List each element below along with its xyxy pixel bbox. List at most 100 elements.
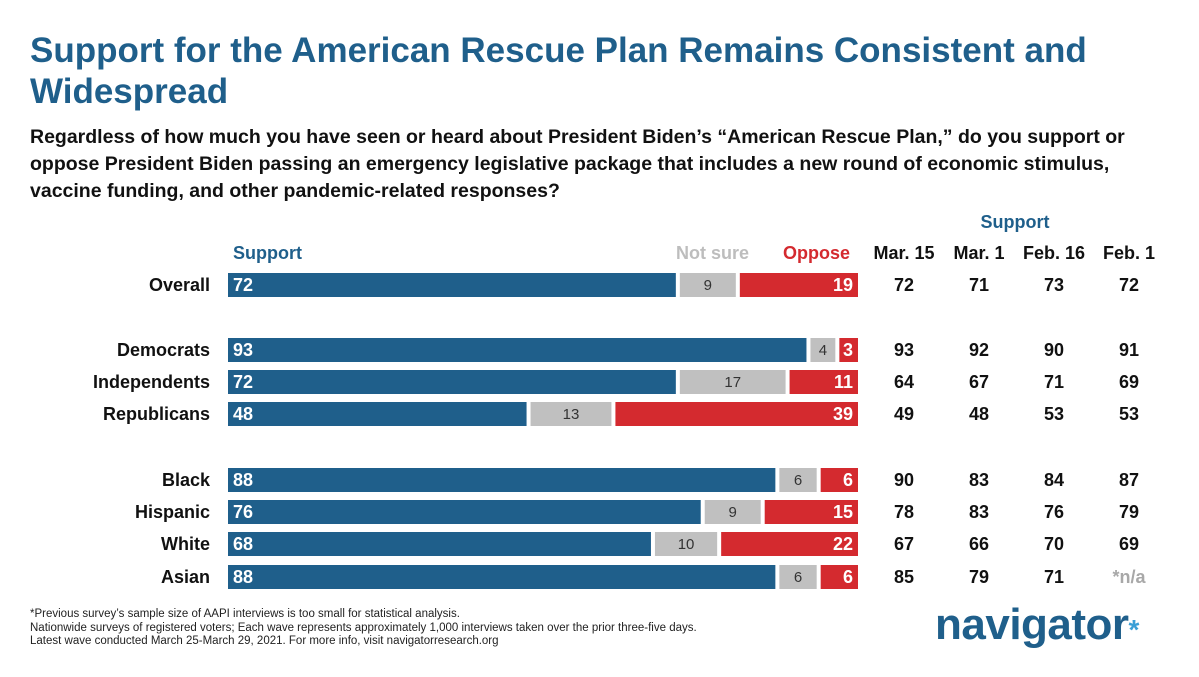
trend-asian-0: 85 (894, 567, 914, 587)
legend-oppose: Oppose (782, 243, 850, 263)
footnote-aapi: *Previous survey’s sample size of AAPI i… (30, 608, 460, 620)
value-oppose-hispanic: 15 (833, 502, 853, 522)
page-title: Support for the American Rescue Plan Rem… (30, 31, 1087, 111)
value-support-black: 88 (233, 470, 253, 490)
wave-header-mar15: Mar. 15 (873, 243, 935, 263)
row-label-democrats: Democrats (117, 340, 210, 360)
value-support-hispanic: 76 (233, 502, 253, 522)
bar-not-sure-overall (679, 273, 736, 297)
trend-republicans-1: 48 (969, 404, 989, 424)
wave-header-mar1: Mar. 1 (953, 243, 1005, 263)
trend-hispanic-2: 76 (1044, 502, 1064, 522)
bar-not-sure-independents (679, 370, 786, 394)
value-not-sure-black: 6 (794, 472, 802, 489)
bar-not-sure-republicans (530, 402, 612, 426)
trend-white-3: 69 (1119, 534, 1139, 554)
value-oppose-white: 22 (833, 534, 853, 554)
logo-text: navigator (935, 600, 1129, 649)
trend-democrats-0: 93 (894, 340, 914, 360)
footnotes: *Previous survey’s sample size of AAPI i… (30, 608, 697, 649)
trend-overall-1: 71 (969, 275, 989, 295)
value-oppose-independents: 11 (834, 372, 853, 392)
survey-question: Regardless of how much you have seen or … (30, 126, 1125, 202)
value-not-sure-independents: 17 (724, 374, 741, 391)
trend-white-2: 70 (1044, 534, 1064, 554)
row-label-black: Black (162, 470, 211, 490)
bar-not-sure-black (779, 468, 817, 492)
trend-republicans-0: 49 (894, 404, 914, 424)
trend-independents-1: 67 (969, 372, 989, 392)
bar-oppose-independents (789, 370, 858, 394)
row-label-asian: Asian (161, 567, 210, 587)
bar-oppose-overall (739, 273, 858, 297)
bar-support-black (228, 468, 776, 492)
bar-not-sure-democrats (810, 338, 836, 362)
value-support-white: 68 (233, 534, 253, 554)
footnote-wave: Latest wave conducted March 25-March 29,… (30, 635, 499, 647)
row-label-republicans: Republicans (103, 404, 210, 424)
trend-independents-3: 69 (1119, 372, 1139, 392)
trend-white-1: 66 (969, 534, 989, 554)
value-not-sure-asian: 6 (794, 569, 802, 586)
wave-header-feb16: Feb. 16 (1022, 243, 1086, 263)
bar-support-republicans (228, 402, 527, 426)
value-support-democrats: 93 (233, 340, 253, 360)
bar-support-asian (228, 565, 776, 589)
trend-black-3: 87 (1119, 470, 1139, 490)
row-label-independents: Independents (93, 372, 210, 392)
trend-black-0: 90 (894, 470, 914, 490)
value-not-sure-overall: 9 (704, 277, 712, 294)
row-label-hispanic: Hispanic (135, 502, 210, 522)
bar-oppose-democrats (839, 338, 858, 362)
bar-oppose-hispanic (764, 500, 858, 524)
trend-asian-2: 71 (1044, 567, 1064, 587)
bar-oppose-republicans (615, 402, 858, 426)
trend-overall-2: 73 (1044, 275, 1064, 295)
trend-republicans-3: 53 (1119, 404, 1139, 424)
value-not-sure-white: 10 (678, 536, 695, 553)
row-label-overall: Overall (149, 275, 210, 295)
support-trend-header: Support (980, 212, 1050, 232)
bar-oppose-black (820, 468, 858, 492)
trend-hispanic-3: 79 (1119, 502, 1139, 522)
value-oppose-democrats: 3 (843, 340, 853, 360)
value-oppose-black: 6 (843, 470, 853, 490)
bar-support-independents (228, 370, 676, 394)
trend-republicans-2: 53 (1044, 404, 1064, 424)
value-oppose-republicans: 39 (833, 404, 853, 424)
row-label-white: White (161, 534, 210, 554)
trend-democrats-1: 92 (969, 340, 989, 360)
trend-hispanic-1: 83 (969, 502, 989, 522)
value-support-republicans: 48 (233, 404, 253, 424)
bar-support-hispanic (228, 500, 701, 524)
legend-not-sure: Not sure (675, 243, 749, 263)
bar-support-democrats (228, 338, 807, 362)
bar-not-sure-asian (779, 565, 817, 589)
bar-oppose-asian (820, 565, 858, 589)
trend-overall-0: 72 (894, 275, 914, 295)
value-oppose-overall: 19 (833, 275, 853, 295)
footnote-methodology: Nationwide surveys of registered voters;… (30, 621, 697, 634)
bar-not-sure-white (654, 532, 718, 556)
trend-asian-1: 79 (969, 567, 989, 587)
navigator-logo: navigator* (935, 600, 1139, 655)
trend-black-1: 83 (969, 470, 989, 490)
trend-white-0: 67 (894, 534, 914, 554)
trend-black-2: 84 (1044, 470, 1064, 490)
value-not-sure-democrats: 4 (819, 342, 827, 359)
logo-dot: * (1128, 614, 1140, 645)
value-support-independents: 72 (233, 372, 253, 392)
trend-democrats-2: 90 (1044, 340, 1064, 360)
trend-independents-0: 64 (894, 372, 914, 392)
value-not-sure-republicans: 13 (563, 406, 580, 423)
trend-democrats-3: 91 (1119, 340, 1139, 360)
trend-independents-2: 71 (1044, 372, 1064, 392)
value-support-overall: 72 (233, 275, 253, 295)
trend-asian-3: *n/a (1112, 567, 1146, 587)
value-support-asian: 88 (233, 567, 253, 587)
bar-oppose-white (721, 532, 858, 556)
legend-support: Support (233, 243, 302, 263)
bar-support-overall (228, 273, 676, 297)
value-not-sure-hispanic: 9 (729, 504, 737, 521)
trend-overall-3: 72 (1119, 275, 1139, 295)
